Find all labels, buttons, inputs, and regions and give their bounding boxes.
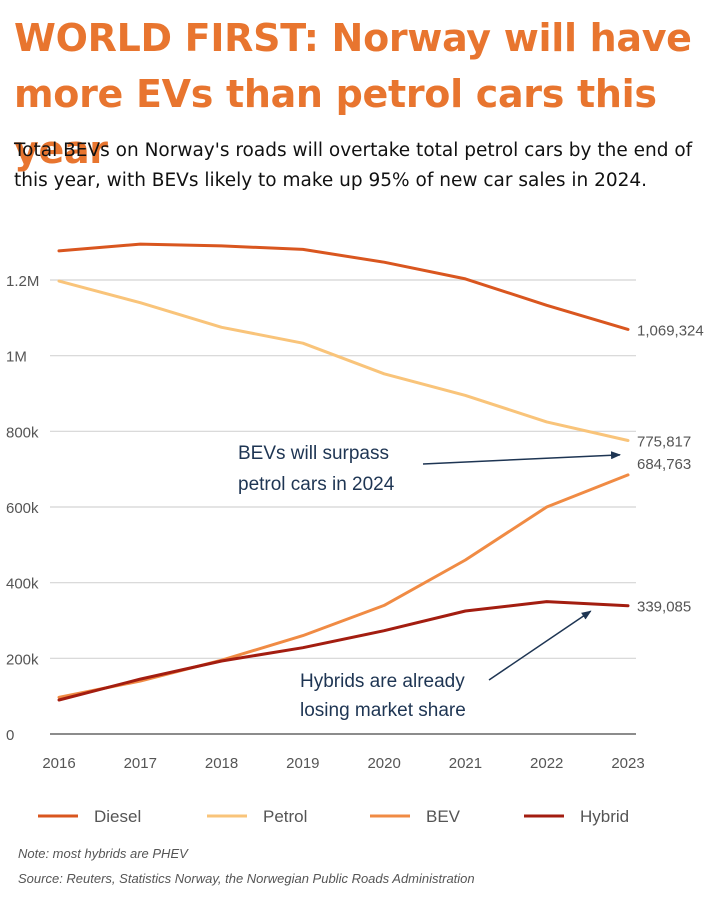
- annotation-hybrid-arrow: [488, 610, 592, 681]
- series-line-bev: [57, 473, 630, 699]
- series-line-petrol: [57, 279, 630, 442]
- legend: Diesel Petrol BEV Hybrid: [38, 807, 629, 826]
- gridlines: [50, 279, 636, 735]
- line-chart: 0 200k 400k 600k 800k 1M 1.2M 2016 2017 2018 2019…: [6, 242, 704, 826]
- legend-label-petrol: Petrol: [263, 807, 307, 826]
- end-label-diesel: 1,069,324: [637, 322, 704, 339]
- annotations: BEVs will surpass petrol cars in 2024 Hybr…: [238, 443, 621, 721]
- legend-label-hybrid: Hybrid: [580, 807, 629, 826]
- annotation-bev-text: BEVs will surpass: [238, 443, 389, 464]
- series-line-hybrid: [57, 600, 630, 702]
- y-tick-label: 600k: [6, 500, 39, 517]
- y-tick-label: 400k: [6, 576, 39, 593]
- legend-label-diesel: Diesel: [94, 807, 141, 826]
- x-tick-label: 2020: [367, 755, 400, 772]
- y-tick-label: 1.2M: [6, 273, 39, 290]
- end-value-labels: 1,069,324 775,817 684,763 339,085: [637, 322, 704, 615]
- y-axis-tick-labels: 0 200k 400k 600k 800k 1M 1.2M: [6, 273, 39, 744]
- annotation-hybrid-text: losing market share: [300, 700, 466, 721]
- annotation-bev-arrow: [422, 451, 621, 465]
- y-tick-label: 0: [6, 727, 14, 744]
- x-tick-label: 2019: [286, 755, 319, 772]
- x-tick-label: 2016: [42, 755, 75, 772]
- legend-label-bev: BEV: [426, 807, 461, 826]
- x-tick-label: 2021: [449, 755, 482, 772]
- annotation-hybrid-text: Hybrids are already: [300, 671, 465, 692]
- x-tick-label: 2017: [124, 755, 157, 772]
- end-label-hybrid: 339,085: [637, 599, 691, 616]
- end-label-petrol: 775,817: [637, 433, 691, 450]
- series-lines: [57, 242, 630, 702]
- x-tick-label: 2018: [205, 755, 238, 772]
- x-axis-tick-labels: 2016 2017 2018 2019 2020 2021 2022 2023: [42, 755, 644, 772]
- end-label-bev: 684,763: [637, 456, 691, 473]
- x-tick-label: 2023: [611, 755, 644, 772]
- y-tick-label: 200k: [6, 651, 39, 668]
- source-note: Source: Reuters, Statistics Norway, the …: [18, 871, 475, 886]
- y-tick-label: 1M: [6, 349, 27, 366]
- footnote: Note: most hybrids are PHEV: [18, 846, 188, 861]
- chart-title: WORLD FIRST: Norway will have more EVs t…: [14, 16, 692, 172]
- chart-subtitle: Total BEVs on Norway's roads will overta…: [14, 140, 693, 191]
- y-tick-label: 800k: [6, 424, 39, 441]
- annotation-bev-text: petrol cars in 2024: [238, 474, 395, 495]
- series-line-diesel: [57, 242, 630, 331]
- x-tick-label: 2022: [530, 755, 563, 772]
